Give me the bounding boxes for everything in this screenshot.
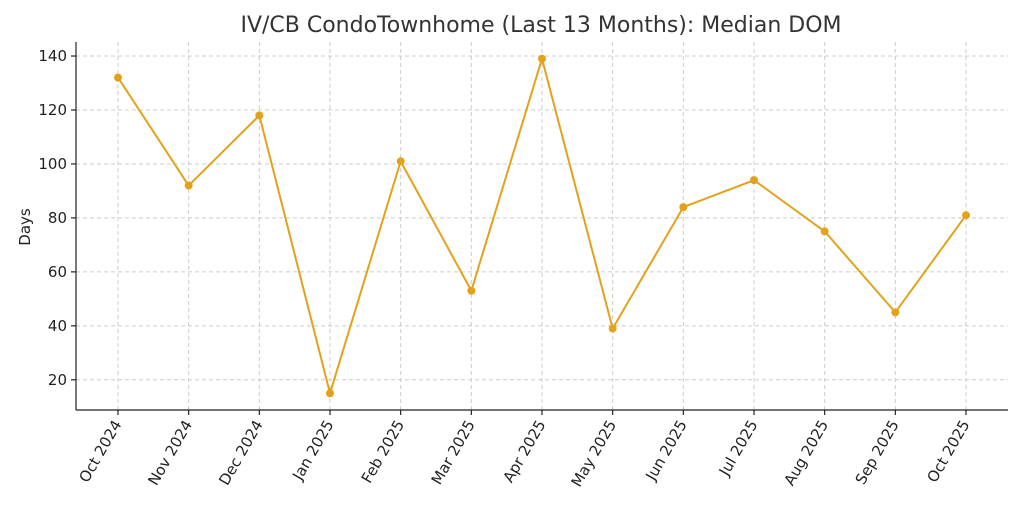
y-axis-label: Days (16, 208, 34, 246)
y-tick-label: 40 (48, 317, 67, 335)
chart-title: IV/CB CondoTownhome (Last 13 Months): Me… (240, 13, 841, 38)
data-point (467, 286, 476, 295)
data-point (820, 227, 829, 236)
x-tick-label: Aug 2025 (780, 417, 832, 489)
y-tick-label: 60 (48, 263, 67, 281)
data-point (255, 111, 264, 120)
data-point (396, 157, 405, 166)
axes-layer: 20 40 60 80 100 120 140 Oct 2024 Nov 2024 Dec 202… (38, 42, 1008, 490)
y-tick-label: 120 (38, 101, 67, 119)
y-tick-label: 140 (38, 47, 67, 65)
x-tick-label: Apr 2025 (499, 417, 549, 486)
data-point (538, 54, 546, 63)
x-tick-label: Jun 2025 (642, 417, 691, 484)
grid-layer (76, 42, 1008, 410)
y-tick-label: 100 (38, 155, 67, 173)
data-point (891, 308, 900, 317)
x-tick-label: Jan 2025 (288, 417, 337, 484)
x-tick-label: May 2025 (568, 417, 621, 490)
x-tick-label: Oct 2024 (75, 417, 125, 486)
data-point (608, 324, 617, 333)
x-tick-label: Oct 2025 (923, 417, 973, 486)
data-point (962, 211, 970, 220)
x-tick-label: Jul 2025 (715, 417, 762, 480)
x-tick-label: Mar 2025 (428, 417, 479, 488)
x-tick-label: Dec 2024 (215, 417, 267, 488)
y-tick-label: 80 (48, 209, 67, 227)
data-point (114, 73, 122, 82)
x-tick-label: Sep 2025 (852, 417, 903, 488)
x-tick-label: Nov 2024 (144, 417, 196, 489)
data-point (184, 181, 193, 190)
data-point (326, 389, 334, 398)
y-tick-label: 20 (48, 371, 67, 389)
data-point (750, 176, 758, 185)
data-point (679, 203, 688, 212)
series-layer (114, 54, 970, 398)
x-tick-label: Feb 2025 (358, 417, 408, 486)
